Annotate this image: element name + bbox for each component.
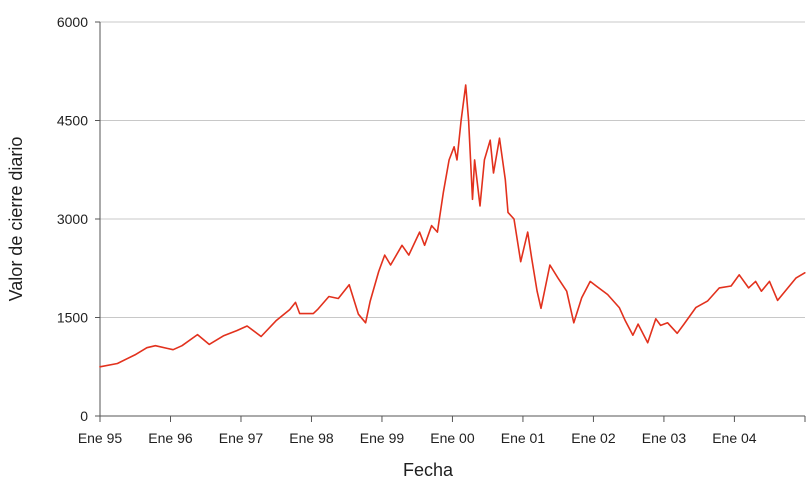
x-tick-label: Ene 98 [289, 430, 334, 446]
x-axis-ticks: Ene 95 Ene 96 Ene 97 Ene 98 Ene 99 Ene 00 Ene … [78, 416, 806, 446]
y-tick-label: 3000 [57, 211, 88, 227]
x-tick-label: Ene 95 [78, 430, 123, 446]
x-tick-label: Ene 00 [430, 430, 475, 446]
x-tick-label: Ene 96 [148, 430, 193, 446]
y-tick-label: 0 [80, 408, 88, 424]
x-axis-title: Fecha [403, 460, 454, 480]
y-tick-label: 6000 [57, 14, 88, 30]
y-tick-label: 4500 [57, 113, 88, 129]
gridlines [100, 21, 805, 318]
y-axis-ticks: 0 1500 3000 4500 6000 [57, 14, 100, 424]
x-tick-label: Ene 03 [642, 430, 687, 446]
y-axis-title: Valor de cierre diario [6, 137, 26, 302]
series-line [99, 84, 806, 368]
y-tick-label: 1500 [57, 310, 88, 326]
x-tick-label: Ene 01 [501, 430, 546, 446]
x-tick-label: Ene 02 [571, 430, 616, 446]
x-tick-label: Ene 04 [712, 430, 757, 446]
x-tick-label: Ene 97 [219, 430, 264, 446]
x-tick-label: Ene 99 [360, 430, 405, 446]
series-layer [99, 84, 806, 368]
